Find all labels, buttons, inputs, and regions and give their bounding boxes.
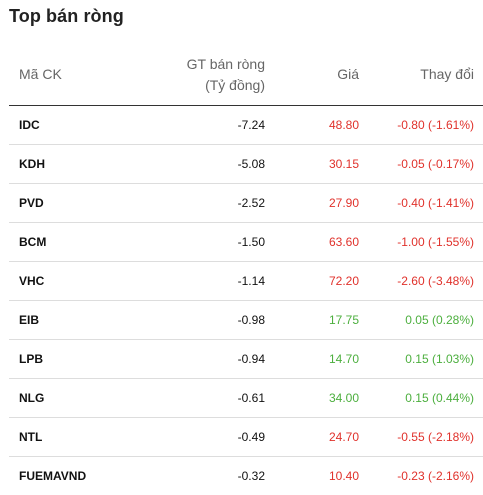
- stock-code[interactable]: PVD: [9, 184, 129, 223]
- price: 27.90: [265, 184, 359, 223]
- price-change: -1.00 (-1.55%): [359, 223, 483, 262]
- column-header-price-label: Giá: [337, 66, 359, 82]
- price-change: 0.15 (0.44%): [359, 379, 483, 418]
- net-sell-value: -0.32: [129, 457, 265, 495]
- net-sell-value: -1.50: [129, 223, 265, 262]
- stock-code[interactable]: BCM: [9, 223, 129, 262]
- price-change: -0.80 (-1.61%): [359, 106, 483, 145]
- column-header-change-label: Thay đổi: [420, 66, 474, 82]
- stock-code[interactable]: NLG: [9, 379, 129, 418]
- stock-code[interactable]: EIB: [9, 301, 129, 340]
- column-header-net-value-line2: (Tỷ đồng): [129, 75, 265, 96]
- stock-code[interactable]: VHC: [9, 262, 129, 301]
- price: 63.60: [265, 223, 359, 262]
- price-change: -0.05 (-0.17%): [359, 145, 483, 184]
- price: 34.00: [265, 379, 359, 418]
- net-sell-value: -7.24: [129, 106, 265, 145]
- price: 10.40: [265, 457, 359, 495]
- column-header-net-value[interactable]: GT bán ròng (Tỷ đồng): [129, 44, 265, 106]
- price-change: -0.23 (-2.16%): [359, 457, 483, 495]
- stock-code[interactable]: KDH: [9, 145, 129, 184]
- stock-code[interactable]: FUEMAVND: [9, 457, 129, 495]
- price: 24.70: [265, 418, 359, 457]
- net-sell-value: -2.52: [129, 184, 265, 223]
- net-sell-table: Mã CK GT bán ròng (Tỷ đồng) Giá Thay đổi…: [9, 44, 483, 495]
- column-header-code[interactable]: Mã CK: [9, 44, 129, 106]
- price: 14.70: [265, 340, 359, 379]
- price-change: -0.40 (-1.41%): [359, 184, 483, 223]
- stock-code[interactable]: LPB: [9, 340, 129, 379]
- net-sell-value: -0.49: [129, 418, 265, 457]
- stock-code[interactable]: IDC: [9, 106, 129, 145]
- price: 17.75: [265, 301, 359, 340]
- price: 30.15: [265, 145, 359, 184]
- net-sell-value: -1.14: [129, 262, 265, 301]
- page-title: Top bán ròng: [9, 6, 124, 27]
- price-change: 0.15 (1.03%): [359, 340, 483, 379]
- net-sell-value: -5.08: [129, 145, 265, 184]
- column-header-code-label: Mã CK: [19, 66, 62, 82]
- column-header-price[interactable]: Giá: [265, 44, 359, 106]
- table-header-row: Mã CK GT bán ròng (Tỷ đồng) Giá Thay đổi: [9, 44, 483, 106]
- price: 72.20: [265, 262, 359, 301]
- stock-code[interactable]: NTL: [9, 418, 129, 457]
- net-sell-value: -0.98: [129, 301, 265, 340]
- column-header-net-value-line1: GT bán ròng: [129, 54, 265, 75]
- price-change: 0.05 (0.28%): [359, 301, 483, 340]
- net-sell-value: -0.94: [129, 340, 265, 379]
- price: 48.80: [265, 106, 359, 145]
- column-header-change[interactable]: Thay đổi: [359, 44, 483, 106]
- net-sell-value: -0.61: [129, 379, 265, 418]
- price-change: -0.55 (-2.18%): [359, 418, 483, 457]
- price-change: -2.60 (-3.48%): [359, 262, 483, 301]
